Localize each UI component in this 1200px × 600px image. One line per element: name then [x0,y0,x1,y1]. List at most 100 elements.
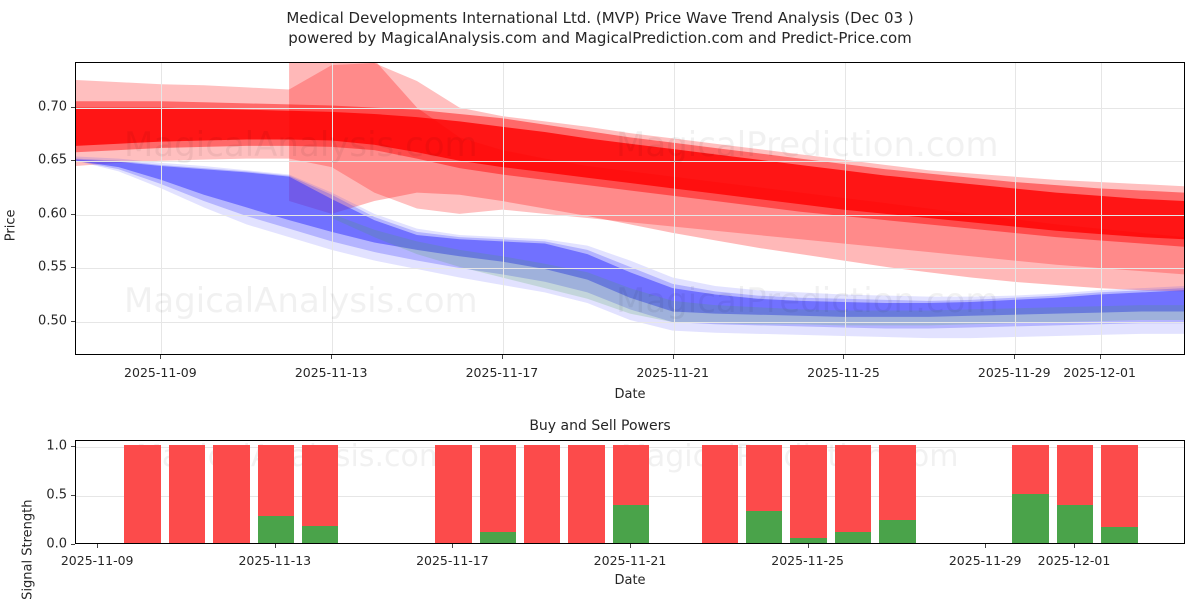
price-y-tickmark [71,160,75,162]
signal-bar-sell-segment [213,444,250,543]
signal-bar-buy-segment [302,526,339,543]
signal-y-axis-label: Signal Strength [20,499,36,600]
signal-x-tick: 2025-11-17 [416,553,489,568]
signal-x-tick: 2025-11-21 [593,553,667,568]
figure-title-line1: Medical Developments International Ltd. … [286,9,914,27]
signal-y-tickmark [71,494,75,496]
price-x-axis-label: Date [614,387,646,402]
price-gridline-v [673,63,675,354]
signal-bar-buy-segment [746,510,783,543]
price-y-tick: 0.50 [38,313,67,329]
signal-bar[interactable] [834,444,872,543]
signal-x-tick: 2025-11-09 [60,553,134,568]
signal-x-tickmark [1074,544,1075,548]
signal-bar[interactable] [479,444,516,543]
signal-x-tick: 2025-11-25 [771,553,844,568]
signal-bar[interactable] [746,444,783,543]
signal-bar[interactable] [213,444,250,543]
signal-bar-sell-segment [568,444,605,543]
signal-bar[interactable] [568,444,605,543]
signal-bar-sell-segment [435,444,472,543]
price-y-tick: 0.55 [38,259,67,275]
signal-y-tickmark [71,445,75,447]
signal-bar-sell-segment [302,444,339,527]
signal-x-tick: 2025-11-13 [238,553,312,568]
price-gridline-v [844,63,846,354]
signal-bar[interactable] [701,444,738,543]
price-gridline-h [76,161,1184,163]
signal-y-tick: 1.0 [46,438,67,454]
signal-bar-buy-segment [1012,493,1049,543]
price-x-tick: 2025-11-21 [636,365,710,380]
signal-bar-buy-segment [834,532,872,543]
price-x-tick: 2025-11-17 [465,365,539,380]
price-x-tick: 2025-11-13 [294,365,368,380]
price-x-tickmark [160,355,162,359]
price-wave-bands [76,63,1184,339]
signal-bar-sell-segment [168,444,206,543]
signal-bar-buy-segment [257,515,294,543]
price-x-tick: 2025-12-01 [1063,365,1136,380]
signal-bar[interactable] [435,444,472,543]
signal-y-tickmark [71,544,75,545]
signal-y-tick: 0.5 [46,487,67,503]
signal-bar-buy-segment [479,532,516,543]
signal-bar[interactable] [612,444,650,543]
price-x-tickmark [1099,355,1101,359]
price-y-tickmark [71,267,75,269]
price-x-tickmark [331,355,333,359]
signal-bar-sell-segment [1056,444,1094,505]
signal-bar[interactable] [257,444,294,543]
signal-bar[interactable] [168,444,206,543]
price-x-tickmark [672,355,674,359]
signal-bar-sell-segment [746,444,783,511]
signal-x-tickmark [274,544,276,548]
price-y-tick: 0.65 [38,152,67,168]
signal-bar-sell-segment [612,444,650,505]
signal-bar[interactable] [879,444,916,543]
price-x-tick: 2025-11-09 [124,365,197,380]
signal-bar-buy-segment [879,520,916,543]
signal-bar-sell-segment [701,444,738,543]
price-y-tickmark [71,213,75,215]
signal-bar[interactable] [790,444,827,543]
signal-bar-buy-segment [1056,504,1094,543]
signal-bar-buy-segment [612,504,650,543]
price-y-tickmark [71,320,75,322]
price-y-axis-label: Price [3,209,19,242]
price-x-tickmark [501,355,503,359]
signal-chart-plot-area: MagicalAnalysis.com MagicalPrediction.co… [75,440,1185,544]
price-gridline-v [332,63,334,354]
signal-bar-sell-segment [1012,444,1049,494]
signal-x-axis-label: Date [614,573,646,588]
signal-bar[interactable] [124,444,161,543]
signal-bar-buy-segment [790,538,827,543]
signal-bar-sell-segment [879,444,916,521]
price-gridline-h [76,268,1184,270]
signal-bar[interactable] [1056,444,1094,543]
price-x-tick: 2025-11-29 [977,365,1051,380]
price-gridline-v [502,63,504,354]
signal-bar-sell-segment [790,444,827,539]
signal-x-tickmark [452,544,454,548]
price-x-tickmark [1014,355,1016,359]
signal-bar[interactable] [302,444,339,543]
signal-x-tick: 2025-11-29 [948,553,1022,568]
price-y-tick: 0.60 [38,206,67,222]
signal-bar[interactable] [1101,444,1138,543]
signal-x-tick: 2025-12-01 [1037,553,1111,568]
band-upper-band-core [76,107,1184,240]
signal-bar-sell-segment [257,444,294,516]
signal-bar[interactable] [524,444,561,543]
figure-title-line2: powered by MagicalAnalysis.com and Magic… [288,29,912,47]
band-lower-band-core [76,159,1184,317]
price-gridline-v [161,63,163,354]
signal-bar-sell-segment [124,444,161,543]
signal-bar-sell-segment [1101,444,1138,528]
price-x-tick: 2025-11-25 [807,365,880,380]
band-upper-spike [289,63,1184,292]
signal-bar[interactable] [1012,444,1049,543]
signal-bar-buy-segment [1101,527,1138,543]
signal-x-tickmark [985,544,987,548]
